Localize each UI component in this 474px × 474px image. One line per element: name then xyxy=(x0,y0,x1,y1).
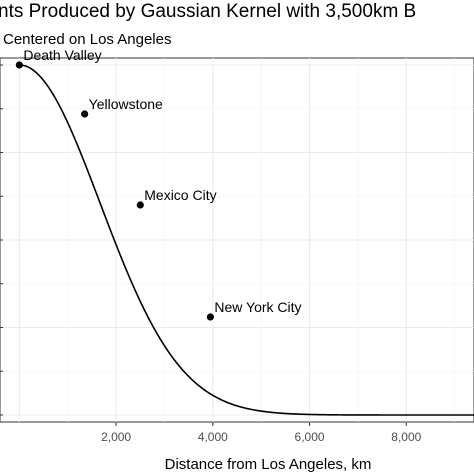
annotation-point xyxy=(206,313,214,321)
x-axis-label: Distance from Los Angeles, km xyxy=(165,456,372,473)
x-tick-label: 2,000 xyxy=(101,430,131,444)
chart-subtitle: Centered on Los Angeles xyxy=(3,31,171,48)
chart-title: nts Produced by Gaussian Kernel with 3,5… xyxy=(0,1,416,22)
x-tick-label: 4,000 xyxy=(198,430,228,444)
annotation-label: Yellowstone xyxy=(89,96,163,112)
series-layer xyxy=(19,64,474,416)
x-tick-label: 8,000 xyxy=(391,430,421,444)
annotation-layer: Death Valley Yellowstone Mexico City New Yo… xyxy=(15,47,302,321)
annotation-point xyxy=(136,201,144,209)
annotation-point xyxy=(81,110,89,118)
major-gridlines xyxy=(0,58,474,422)
kernel-curve xyxy=(19,64,474,416)
x-tick-label: 6,000 xyxy=(295,430,325,444)
annotation-label: Death Valley xyxy=(23,47,101,63)
annotation-point xyxy=(15,61,23,69)
annotation-label: Mexico City xyxy=(144,187,216,203)
annotation-label: New York City xyxy=(214,299,301,315)
x-axis: 2,000 4,000 6,000 8,000 xyxy=(0,64,422,444)
